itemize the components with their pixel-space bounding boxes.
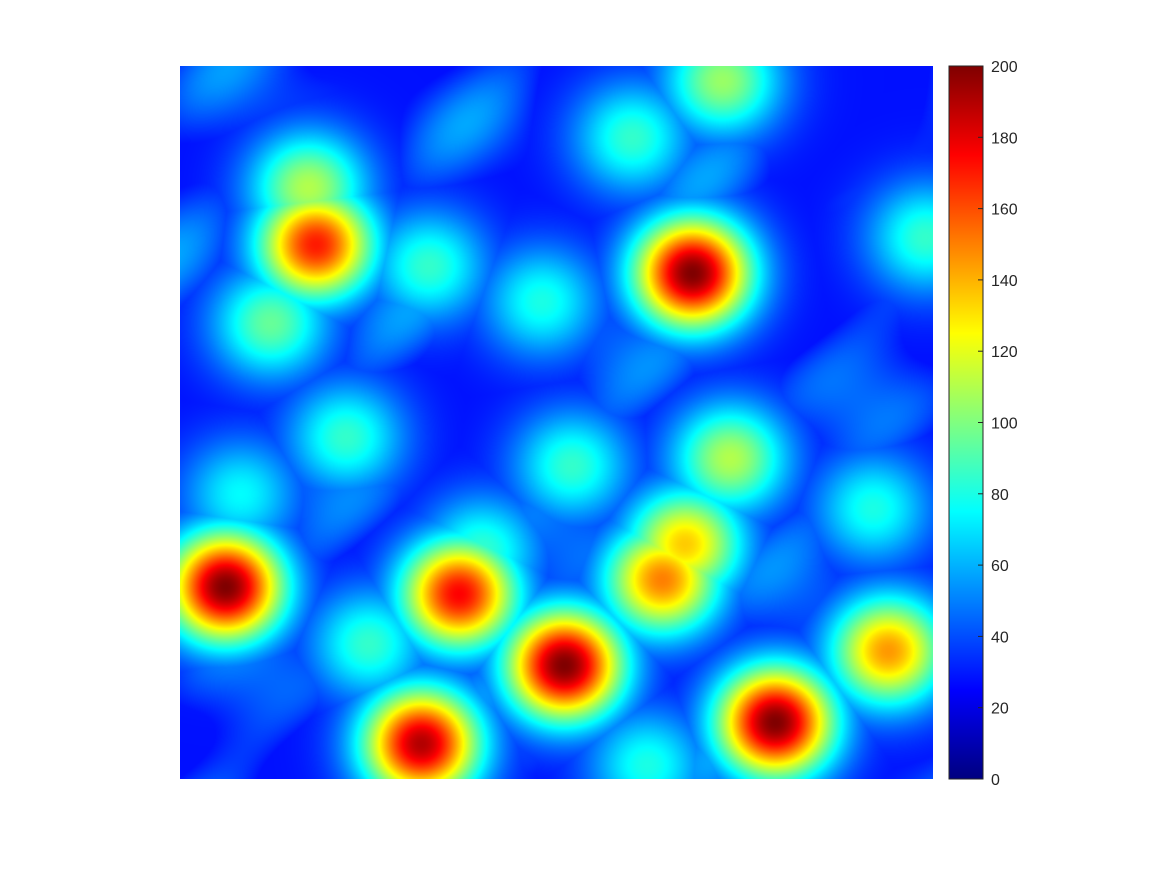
colorbar-tick-label: 0	[991, 772, 1000, 789]
heatmap-plot	[180, 66, 933, 779]
colorbar: 0 20 40 60 80 100 120 140 160 180 200	[948, 59, 1018, 789]
colorbar-tick-label: 140	[991, 273, 1018, 290]
colorbar-gradient	[948, 65, 984, 780]
colorbar-tick-label: 120	[991, 344, 1018, 361]
colorbar-tick-label: 200	[991, 59, 1018, 76]
colorbar-tick-label: 40	[991, 629, 1009, 646]
colorbar-tick-label: 160	[991, 202, 1018, 219]
colorbar-tick-label: 180	[991, 130, 1018, 147]
colorbar-tick-label: 80	[991, 487, 1009, 504]
colorbar-tick-label: 100	[991, 416, 1018, 433]
colorbar-tick-label: 60	[991, 558, 1009, 575]
colorbar-tick-label: 20	[991, 701, 1009, 718]
